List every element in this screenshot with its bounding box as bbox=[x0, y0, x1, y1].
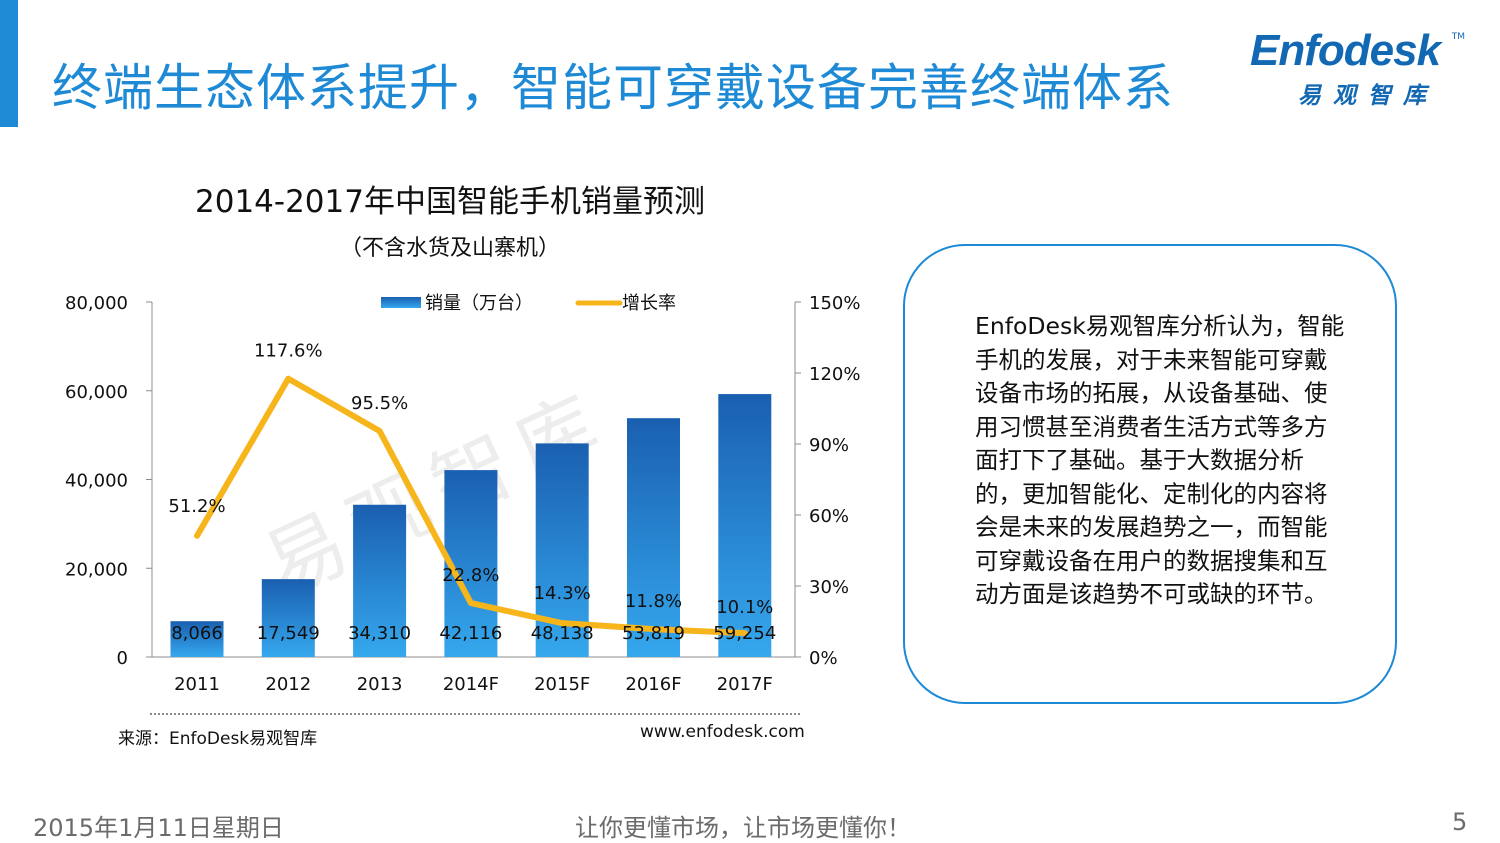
footer-date: 2015年1月11日星期日 bbox=[33, 814, 284, 842]
growth-rate-label: 14.3% bbox=[534, 583, 591, 604]
legend-bar-label: 销量（万台） bbox=[425, 293, 533, 314]
source-divider bbox=[150, 713, 800, 715]
y-right-tick-label: 30% bbox=[809, 577, 849, 598]
bar-2016F bbox=[627, 418, 680, 657]
growth-rate-label: 95.5% bbox=[351, 393, 408, 414]
x-tick-label: 2012 bbox=[265, 674, 311, 695]
bar-value-label: 42,116 bbox=[439, 623, 502, 644]
x-tick-label: 2015F bbox=[534, 674, 590, 695]
growth-rate-label: 22.8% bbox=[442, 565, 499, 586]
chart-subtitle: （不含水货及山寨机） bbox=[339, 236, 560, 261]
source-website: www.enfodesk.com bbox=[640, 722, 805, 742]
source-label: 来源：EnfoDesk易观智库 bbox=[118, 729, 318, 749]
enfodesk-logo: Enfodesk TM 易观智库 bbox=[1250, 26, 1465, 110]
growth-rate-label: 51.2% bbox=[168, 496, 225, 517]
legend-line-label: 增长率 bbox=[622, 293, 676, 314]
bar-value-label: 53,819 bbox=[622, 623, 685, 644]
y-left-tick-label: 60,000 bbox=[65, 382, 128, 403]
bar-value-label: 17,549 bbox=[257, 623, 320, 644]
bar-2011 bbox=[170, 621, 224, 657]
x-tick-label: 2013 bbox=[357, 674, 403, 695]
legend-bar-swatch bbox=[381, 297, 421, 308]
growth-rate-label: 11.8% bbox=[625, 591, 682, 612]
y-left-tick-label: 40,000 bbox=[65, 471, 128, 492]
y-right-tick-label: 0% bbox=[809, 648, 838, 669]
bar-2012 bbox=[261, 579, 315, 657]
y-right-tick-label: 60% bbox=[809, 506, 849, 527]
bar-2017F bbox=[718, 394, 772, 657]
logo-chinese-name: 易观智库 bbox=[1298, 83, 1438, 109]
analysis-note-box: EnfoDesk易观智库分析认为，智能手机的发展，对于未来智能可穿戴设备市场的拓… bbox=[903, 244, 1397, 704]
bar-value-label: 34,310 bbox=[348, 623, 411, 644]
analysis-note-text: EnfoDesk易观智库分析认为，智能手机的发展，对于未来智能可穿戴设备市场的拓… bbox=[975, 312, 1345, 608]
growth-rate-line bbox=[194, 375, 748, 637]
bar-value-label: 59,254 bbox=[713, 623, 776, 644]
logo-wordmark: Enfodesk bbox=[1250, 26, 1441, 75]
x-tick-label: 2016F bbox=[625, 674, 681, 695]
y-right-tick-label: 90% bbox=[809, 435, 849, 456]
chart-title: 2014-2017年中国智能手机销量预测 bbox=[195, 184, 705, 220]
bar-2013 bbox=[353, 504, 407, 657]
bar-value-label: 48,138 bbox=[531, 623, 594, 644]
growth-rate-label: 117.6% bbox=[254, 341, 323, 362]
title-accent-bar bbox=[0, 0, 18, 127]
y-right-tick-label: 150% bbox=[809, 293, 860, 314]
y-left-tick-label: 20,000 bbox=[65, 559, 128, 580]
y-right-tick-label: 120% bbox=[809, 364, 860, 385]
bar-value-label: 8,066 bbox=[171, 623, 223, 644]
x-tick-label: 2014F bbox=[443, 674, 499, 695]
x-tick-label: 2017F bbox=[717, 674, 773, 695]
page-number: 5 bbox=[1452, 808, 1468, 836]
footer-slogan: 让你更懂市场，让市场更懂你！ bbox=[575, 814, 911, 842]
logo-trademark: TM bbox=[1451, 32, 1465, 42]
page-title: 终端生态体系提升，智能可穿戴设备完善终端体系 bbox=[52, 59, 1174, 117]
growth-rate-label: 10.1% bbox=[716, 597, 773, 618]
y-left-tick-label: 80,000 bbox=[65, 293, 128, 314]
y-left-tick-label: 0 bbox=[117, 648, 128, 669]
x-tick-label: 2011 bbox=[174, 674, 220, 695]
